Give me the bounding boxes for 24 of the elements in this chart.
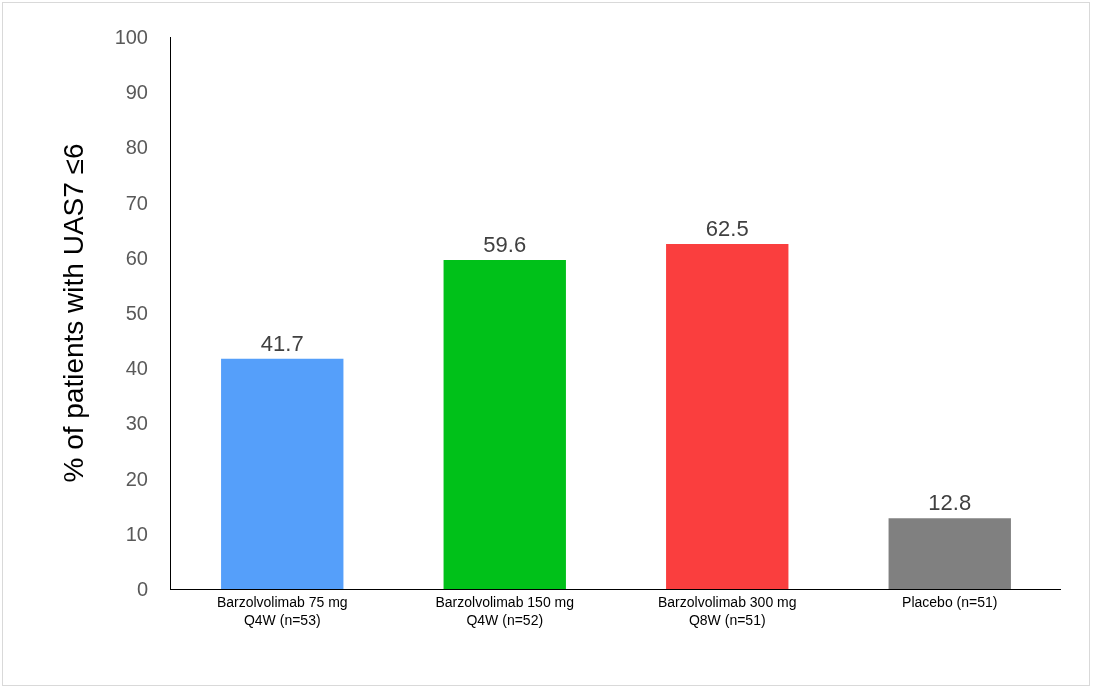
x-tick-label: Placebo (n=51) <box>902 593 998 610</box>
bar <box>443 260 566 589</box>
bar <box>666 244 789 589</box>
y-tick-label: 50 <box>125 302 148 324</box>
data-label: 62.5 <box>705 216 749 241</box>
y-tick-label: 40 <box>125 357 148 380</box>
data-label: 59.6 <box>483 232 527 258</box>
y-tick-label: 0 <box>136 578 148 600</box>
y-tick-label: 60 <box>125 246 148 269</box>
data-label: 41.7 <box>260 330 304 356</box>
x-tick-label: Barzolvolimab 300 mg Q8W (n=51) <box>657 593 797 628</box>
y-tick-label: 70 <box>125 191 148 214</box>
y-tick-label: 10 <box>125 522 148 545</box>
bar <box>221 358 344 589</box>
y-axis-title: % of patients with UAS7 ≤6 <box>58 143 90 483</box>
y-tick-label: 100 <box>114 26 148 48</box>
data-label: 12.8 <box>928 490 972 516</box>
y-tick-label: 90 <box>125 81 148 104</box>
y-tick-label: 30 <box>125 412 148 435</box>
bar <box>888 518 1011 589</box>
x-tick-label: Barzolvolimab 75 mg Q4W (n=53) <box>216 593 348 628</box>
y-tick-label: 20 <box>125 467 148 490</box>
y-tick-label: 80 <box>125 136 148 159</box>
x-tick-label: Barzolvolimab 150 mg Q4W (n=52) <box>435 593 575 628</box>
